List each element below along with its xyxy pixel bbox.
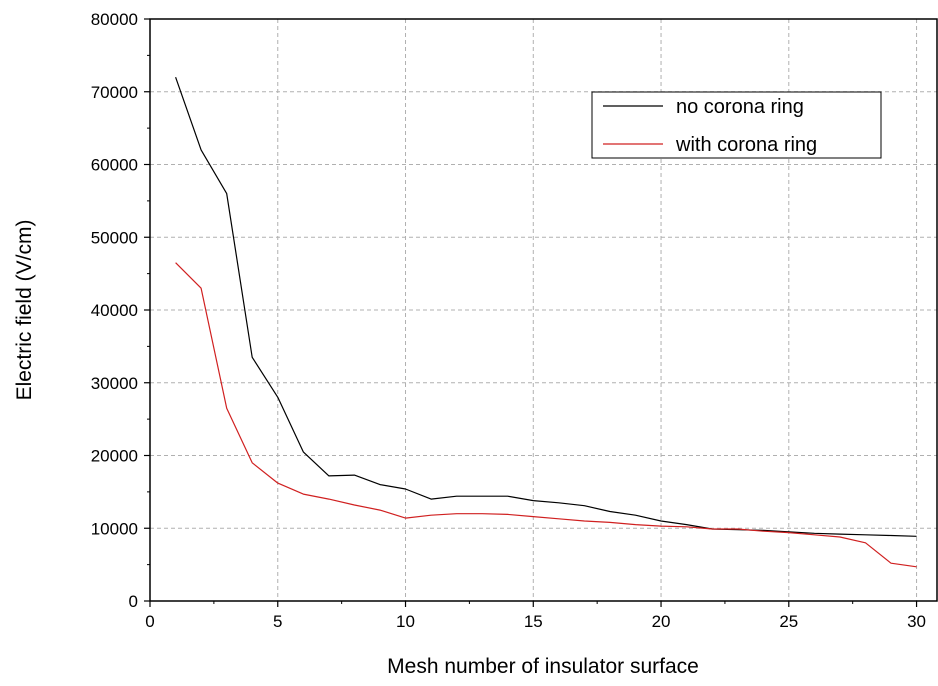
x-tick-label: 0 [145, 612, 154, 631]
series-line-no-corona-ring [175, 77, 917, 537]
x-tick-label: 10 [396, 612, 415, 631]
y-tick-label: 60000 [91, 156, 138, 175]
legend: no corona ring with corona ring [591, 91, 882, 159]
legend-label-no-corona-ring: no corona ring [676, 96, 804, 118]
series-lines [175, 77, 917, 568]
y-axis-title: Electric field (V/cm) [13, 220, 36, 401]
y-tick-label: 40000 [91, 301, 138, 320]
x-axis-title: Mesh number of insulator surface [387, 655, 699, 678]
y-tick-label: 30000 [91, 374, 138, 393]
x-tick-label: 25 [779, 612, 798, 631]
series-line-with-corona-ring [175, 262, 917, 568]
legend-label-with-corona-ring: with corona ring [675, 134, 817, 156]
y-tick-label: 10000 [91, 519, 138, 538]
x-tick-label: 20 [652, 612, 671, 631]
y-tick-label: 0 [129, 592, 138, 611]
y-tick-label: 20000 [91, 447, 138, 466]
y-tick-labels: 0 10000 20000 30000 40000 50000 60000 70000 8000… [91, 10, 138, 611]
y-tick-label: 50000 [91, 228, 138, 247]
axis-ticks [144, 18, 918, 607]
grid-lines [150, 19, 937, 601]
y-tick-label: 70000 [91, 83, 138, 102]
x-tick-label: 30 [907, 612, 926, 631]
y-tick-label: 80000 [91, 10, 138, 29]
legend-box [591, 91, 882, 159]
x-tick-labels: 0 5 10 15 20 25 30 [145, 612, 926, 631]
x-tick-label: 15 [524, 612, 543, 631]
x-tick-label: 5 [273, 612, 282, 631]
